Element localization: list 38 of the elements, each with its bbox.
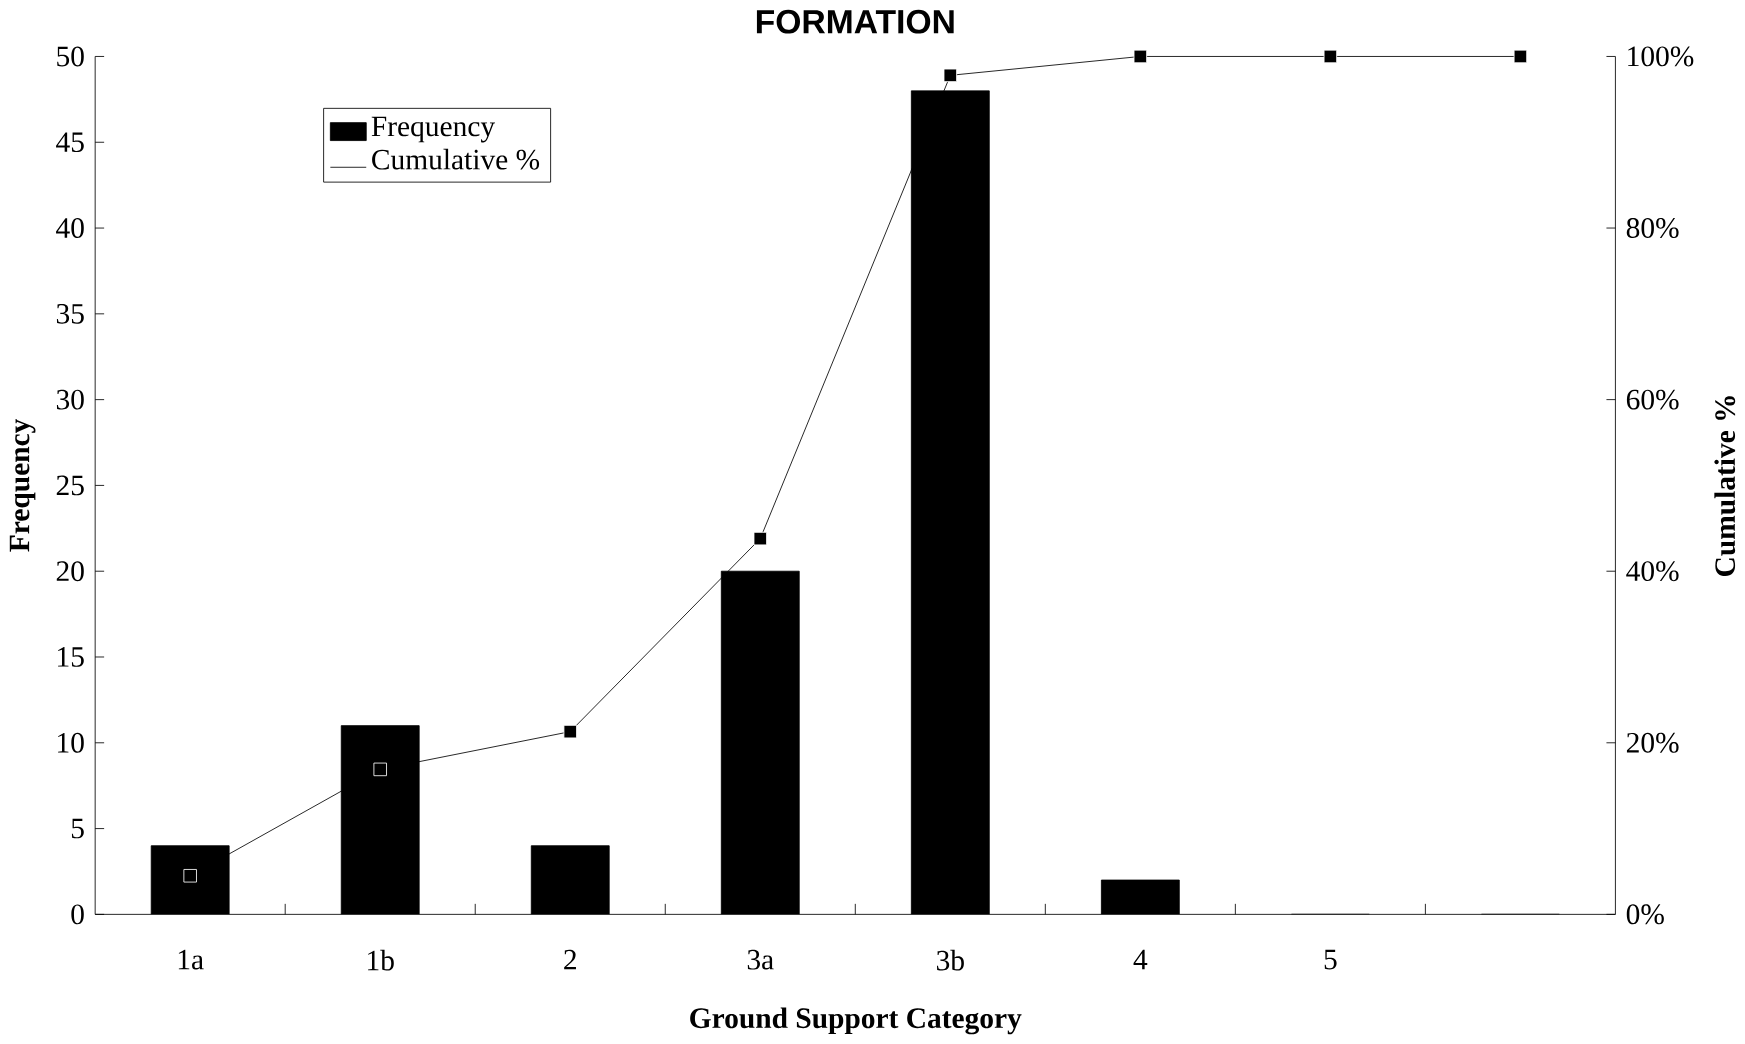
y2-tick-label: 80% bbox=[1626, 217, 1679, 238]
y-tick-label: 15 bbox=[58, 647, 84, 667]
x-tick-label: 2 bbox=[564, 949, 576, 970]
y2-tick-label: 100% bbox=[1628, 46, 1694, 67]
y2-axis-title: Cumulative % bbox=[1714, 396, 1736, 576]
point bbox=[1323, 49, 1338, 64]
y-tick-label: 50 bbox=[57, 46, 84, 67]
point bbox=[373, 762, 387, 777]
y2-tick-label: 0% bbox=[1626, 904, 1664, 925]
point bbox=[1513, 49, 1528, 64]
x-tick-label: 3b bbox=[937, 949, 964, 971]
y-tick-label: 5 bbox=[71, 818, 84, 839]
legend-label: Cumulative % bbox=[372, 148, 540, 170]
y2-tick-label: 60% bbox=[1626, 389, 1679, 410]
y-tick-label: 20 bbox=[56, 561, 84, 582]
y-axis-title: Frequency bbox=[9, 418, 36, 552]
x-tick-label: 1a bbox=[178, 949, 204, 970]
y2-tick-label: 40% bbox=[1626, 561, 1679, 582]
point bbox=[183, 868, 197, 883]
x-tick-label: 5 bbox=[1324, 949, 1337, 970]
y-tick-label: 0 bbox=[71, 904, 84, 925]
y-tick-label: 30 bbox=[56, 389, 84, 410]
point bbox=[753, 531, 768, 546]
y-tick-label: 40 bbox=[56, 218, 84, 238]
point bbox=[1133, 49, 1148, 64]
y-tick-label: 35 bbox=[56, 303, 84, 324]
x-tick-label: 1b bbox=[368, 949, 394, 971]
y2-tick-label: 20% bbox=[1626, 732, 1679, 753]
chart-title: FORMATION bbox=[756, 9, 954, 34]
x-tick-label: 3a bbox=[747, 949, 774, 970]
point bbox=[563, 724, 577, 739]
legend-label: Frequency bbox=[371, 116, 496, 143]
y-tick-label: 45 bbox=[56, 132, 84, 153]
point bbox=[943, 68, 958, 82]
x-axis-title: Ground Support Category bbox=[690, 1007, 1022, 1035]
x-tick-label: 4 bbox=[1133, 949, 1148, 970]
y-tick-label: 25 bbox=[56, 475, 84, 496]
y-tick-label: 10 bbox=[58, 732, 84, 753]
